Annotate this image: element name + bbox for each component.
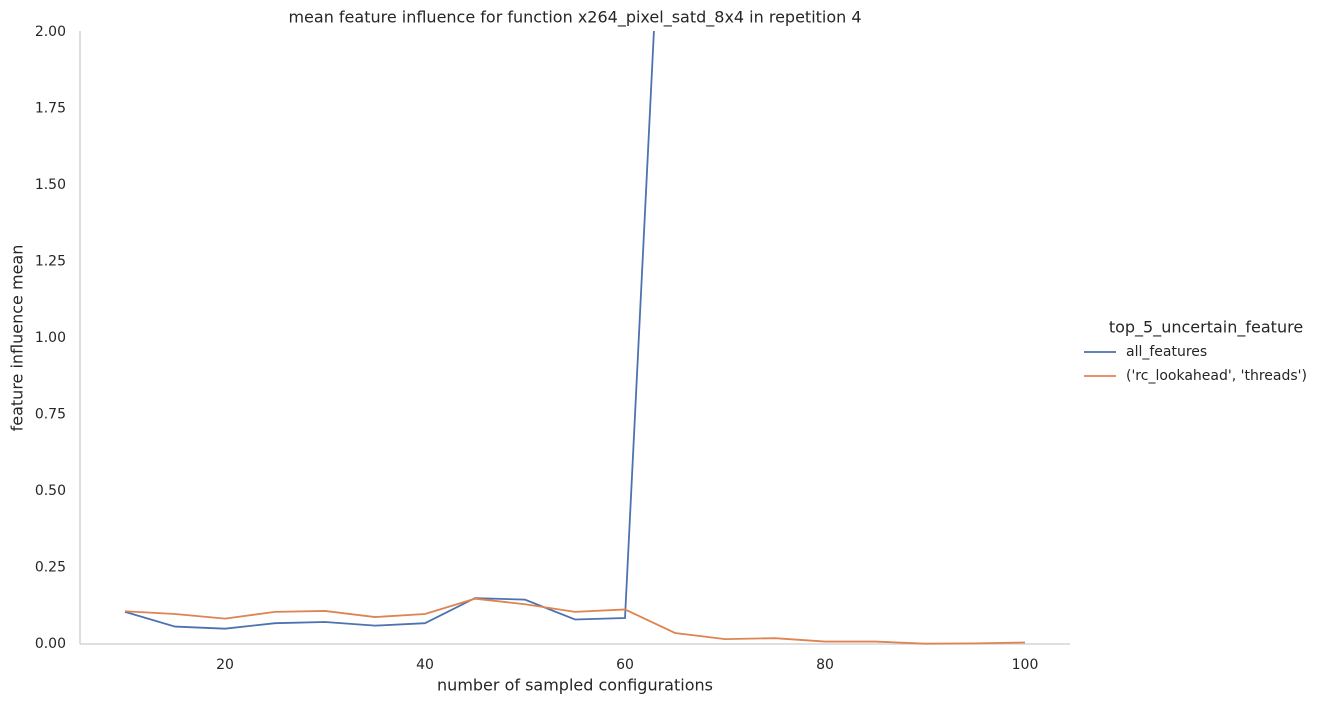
y-tick-label: 0.50	[35, 483, 66, 499]
series-line	[124, 31, 655, 630]
y-tick-label: 2.00	[35, 24, 66, 40]
y-tick-label: 1.25	[35, 254, 66, 270]
y-tick-label: 1.50	[35, 177, 66, 193]
x-tick-label: 40	[416, 657, 434, 673]
y-tick-label: 0.75	[35, 407, 66, 423]
x-tick-label: 100	[1012, 657, 1039, 673]
x-tick-label: 60	[616, 657, 634, 673]
y-tick-label: 1.00	[35, 330, 66, 346]
x-axis-label: number of sampled configurations	[437, 676, 713, 695]
y-tick-label: 0.00	[35, 636, 66, 652]
y-tick-label: 0.25	[35, 560, 66, 576]
chart-title: mean feature influence for function x264…	[288, 8, 861, 28]
series-line	[124, 597, 1026, 645]
x-tick-label: 80	[816, 657, 834, 673]
legend-label: all_features	[1126, 344, 1207, 360]
y-axis-label: feature influence mean	[8, 245, 27, 432]
legend-title: top_5_uncertain_feature	[1109, 318, 1303, 338]
y-tick-label: 1.75	[35, 101, 66, 117]
x-tick-label: 20	[216, 657, 234, 673]
legend-label: ('rc_lookahead', 'threads')	[1126, 368, 1307, 384]
